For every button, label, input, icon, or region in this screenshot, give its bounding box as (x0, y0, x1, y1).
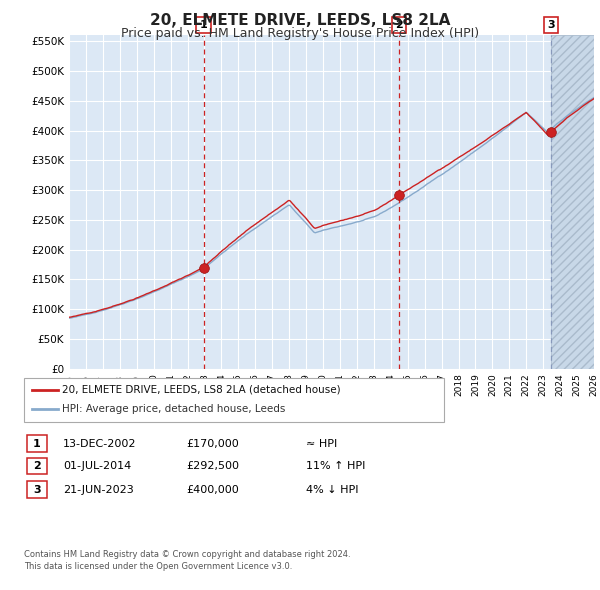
Text: 21-JUN-2023: 21-JUN-2023 (63, 485, 134, 494)
Bar (551, 35, 594, 369)
Text: 13-DEC-2002: 13-DEC-2002 (63, 439, 137, 448)
Text: £292,500: £292,500 (186, 461, 239, 471)
Text: HPI: Average price, detached house, Leeds: HPI: Average price, detached house, Leed… (62, 405, 285, 414)
Text: £170,000: £170,000 (186, 439, 239, 448)
Text: Contains HM Land Registry data © Crown copyright and database right 2024.
This d: Contains HM Land Registry data © Crown c… (24, 550, 350, 571)
Text: 1: 1 (200, 20, 208, 30)
Text: ≈ HPI: ≈ HPI (306, 439, 337, 448)
Text: 11% ↑ HPI: 11% ↑ HPI (306, 461, 365, 471)
Text: 3: 3 (33, 485, 41, 494)
Text: 2: 2 (395, 20, 403, 30)
Text: 01-JUL-2014: 01-JUL-2014 (63, 461, 131, 471)
Text: 20, ELMETE DRIVE, LEEDS, LS8 2LA (detached house): 20, ELMETE DRIVE, LEEDS, LS8 2LA (detach… (62, 385, 340, 395)
Text: 2: 2 (33, 461, 41, 471)
Text: 20, ELMETE DRIVE, LEEDS, LS8 2LA: 20, ELMETE DRIVE, LEEDS, LS8 2LA (150, 13, 450, 28)
Bar (551, 35, 594, 369)
Text: 1: 1 (33, 439, 41, 448)
Text: 3: 3 (547, 20, 555, 30)
Text: £400,000: £400,000 (186, 485, 239, 494)
Text: 4% ↓ HPI: 4% ↓ HPI (306, 485, 359, 494)
Text: Price paid vs. HM Land Registry's House Price Index (HPI): Price paid vs. HM Land Registry's House … (121, 27, 479, 40)
